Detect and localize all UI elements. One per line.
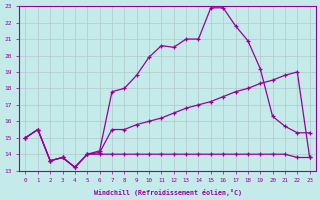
X-axis label: Windchill (Refroidissement éolien,°C): Windchill (Refroidissement éolien,°C) bbox=[93, 189, 242, 196]
